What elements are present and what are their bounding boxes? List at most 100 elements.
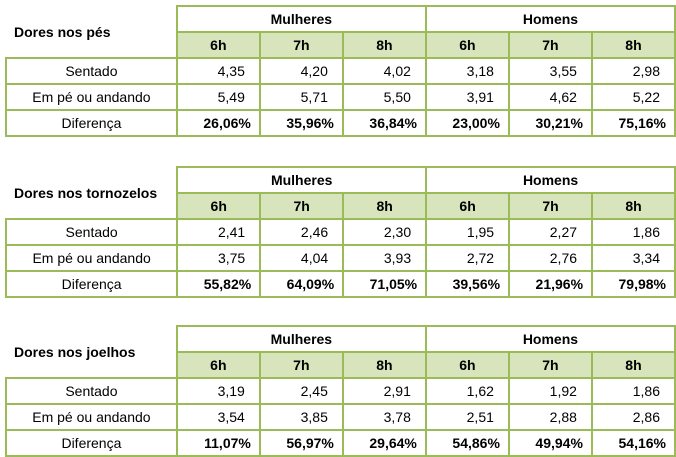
difference-cell: 35,96% <box>258 109 344 137</box>
difference-cell: 55,82% <box>176 270 262 298</box>
value-cell: 5,49 <box>175 83 261 111</box>
hour-header: 8h <box>342 192 428 220</box>
value-cell: 3,85 <box>258 403 344 431</box>
table-row: Sentado 4,35 4,20 4,02 3,18 3,55 2,98 <box>5 57 676 85</box>
table-row: Em pé ou andando 5,49 5,71 5,50 3,91 4,6… <box>5 83 676 111</box>
difference-cell: 23,00% <box>424 109 510 137</box>
difference-cell: 54,86% <box>424 429 510 457</box>
hour-header: 8h <box>341 351 427 379</box>
value-cell: 4,62 <box>507 83 593 111</box>
table-title: Dores nos pés <box>6 6 177 58</box>
value-cell: 3,55 <box>507 57 593 85</box>
hour-header: 6h <box>175 31 261 59</box>
difference-cell: 36,84% <box>341 109 427 137</box>
hour-header: 6h <box>176 192 262 220</box>
difference-cell: 11,07% <box>175 429 261 457</box>
value-cell: 2,88 <box>507 403 593 431</box>
value-cell: 3,91 <box>424 83 510 111</box>
table-row: Sentado 3,19 2,45 2,91 1,62 1,92 1,86 <box>5 377 676 405</box>
pain-table-knees: Dores nos joelhos Mulheres Homens 6h 7h … <box>5 325 676 457</box>
value-cell: 3,78 <box>341 403 427 431</box>
value-cell: 2,41 <box>176 218 262 246</box>
difference-cell: 56,97% <box>258 429 344 457</box>
difference-cell: 79,98% <box>591 270 676 298</box>
value-cell: 4,04 <box>259 244 345 272</box>
group-header-men: Homens <box>424 325 676 353</box>
value-cell: 1,95 <box>425 218 511 246</box>
value-cell: 2,91 <box>341 377 427 405</box>
hour-header: 8h <box>341 31 427 59</box>
pain-table-ankles: Dores nos tornozelos Mulheres Homens 6h … <box>4 166 676 298</box>
hour-header: 7h <box>258 351 344 379</box>
hour-header: 7h <box>258 31 344 59</box>
difference-cell: 71,05% <box>342 270 428 298</box>
value-cell: 2,51 <box>424 403 510 431</box>
group-header-men: Homens <box>424 5 676 33</box>
hour-header: 6h <box>424 351 510 379</box>
table-row: Diferença 26,06% 35,96% 36,84% 23,00% 30… <box>5 109 676 137</box>
value-cell: 1,86 <box>591 218 676 246</box>
hour-header: 6h <box>175 351 261 379</box>
value-cell: 3,19 <box>175 377 261 405</box>
value-cell: 3,54 <box>175 403 261 431</box>
value-cell: 3,34 <box>591 244 676 272</box>
difference-cell: 26,06% <box>175 109 261 137</box>
hour-header: 7h <box>259 192 345 220</box>
row-label-em-pe: Em pé ou andando <box>5 83 178 111</box>
row-label-sentado: Sentado <box>5 377 178 405</box>
table-title: Dores nos tornozelos <box>6 167 178 219</box>
row-label-em-pe: Em pé ou andando <box>4 244 179 272</box>
difference-cell: 39,56% <box>425 270 511 298</box>
table-row: Sentado 2,41 2,46 2,30 1,95 2,27 1,86 <box>4 218 676 246</box>
value-cell: 2,30 <box>342 218 428 246</box>
difference-cell: 30,21% <box>507 109 593 137</box>
difference-cell: 49,94% <box>507 429 593 457</box>
row-label-em-pe: Em pé ou andando <box>5 403 178 431</box>
value-cell: 5,71 <box>258 83 344 111</box>
table-title: Dores nos joelhos <box>6 326 177 378</box>
group-header-women: Mulheres <box>176 166 428 194</box>
hour-header: 8h <box>590 31 676 59</box>
hour-header: 7h <box>507 351 593 379</box>
value-cell: 2,86 <box>590 403 676 431</box>
hour-header: 7h <box>507 31 593 59</box>
value-cell: 3,93 <box>342 244 428 272</box>
difference-cell: 64,09% <box>259 270 345 298</box>
pain-table-feet: Dores nos pés Mulheres Homens 6h 7h 8h 6… <box>5 5 676 137</box>
row-label-diferenca: Diferença <box>5 429 178 457</box>
hour-header: 7h <box>508 192 594 220</box>
table-row: Em pé ou andando 3,54 3,85 3,78 2,51 2,8… <box>5 403 676 431</box>
hour-header: 8h <box>590 351 676 379</box>
difference-cell: 54,16% <box>590 429 676 457</box>
value-cell: 2,98 <box>590 57 676 85</box>
value-cell: 4,02 <box>341 57 427 85</box>
row-label-diferenca: Diferença <box>5 109 178 137</box>
hour-header: 6h <box>425 192 511 220</box>
group-header-women: Mulheres <box>175 5 427 33</box>
value-cell: 3,75 <box>176 244 262 272</box>
difference-cell: 29,64% <box>341 429 427 457</box>
value-cell: 1,62 <box>424 377 510 405</box>
value-cell: 4,35 <box>175 57 261 85</box>
row-label-diferenca: Diferença <box>4 270 179 298</box>
table-row: Diferença 55,82% 64,09% 71,05% 39,56% 21… <box>4 270 676 298</box>
group-header-women: Mulheres <box>175 325 427 353</box>
value-cell: 3,18 <box>424 57 510 85</box>
value-cell: 2,72 <box>425 244 511 272</box>
row-label-sentado: Sentado <box>5 57 178 85</box>
value-cell: 5,50 <box>341 83 427 111</box>
hour-header: 6h <box>424 31 510 59</box>
value-cell: 2,45 <box>258 377 344 405</box>
value-cell: 4,20 <box>258 57 344 85</box>
difference-cell: 75,16% <box>590 109 676 137</box>
table-row: Diferença 11,07% 56,97% 29,64% 54,86% 49… <box>5 429 676 457</box>
value-cell: 2,76 <box>508 244 594 272</box>
value-cell: 5,22 <box>590 83 676 111</box>
table-row: Em pé ou andando 3,75 4,04 3,93 2,72 2,7… <box>4 244 676 272</box>
group-header-men: Homens <box>425 166 676 194</box>
difference-cell: 21,96% <box>508 270 594 298</box>
hour-header: 8h <box>591 192 676 220</box>
value-cell: 2,27 <box>508 218 594 246</box>
value-cell: 1,86 <box>590 377 676 405</box>
value-cell: 2,46 <box>259 218 345 246</box>
